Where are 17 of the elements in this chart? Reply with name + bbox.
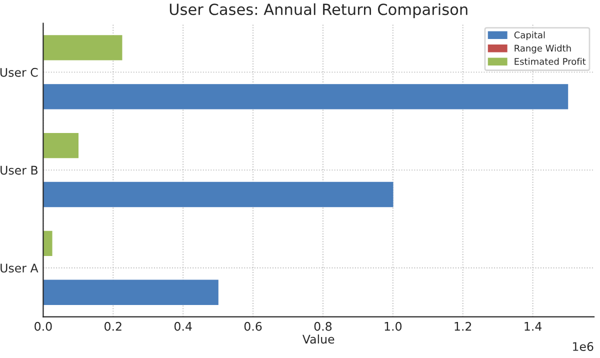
chart-title: User Cases: Annual Return Comparison [170,3,468,18]
y-tick-label: User B [0,166,38,175]
x-tick-label: 0.0 [34,322,52,331]
text: 1e6 [573,342,594,351]
x-tick-label: 0.2 [104,322,122,331]
y-tick-label: User C [0,68,38,77]
x-tick-label: 1.4 [524,322,542,331]
x-tick-label: 0.8 [314,322,332,331]
legend-label: Capital [514,31,545,40]
y-tick-label: User A [0,264,38,273]
legend-label: Estimated Profit [514,58,586,65]
x-tick-label: 1.2 [454,322,472,331]
x-tick-label: 0.4 [174,322,192,331]
x-tick-label: 1.0 [384,322,402,331]
x-axis-title: Value [302,334,334,344]
legend-label: Range Width [514,44,571,54]
x-tick-label: 0.6 [244,322,262,331]
